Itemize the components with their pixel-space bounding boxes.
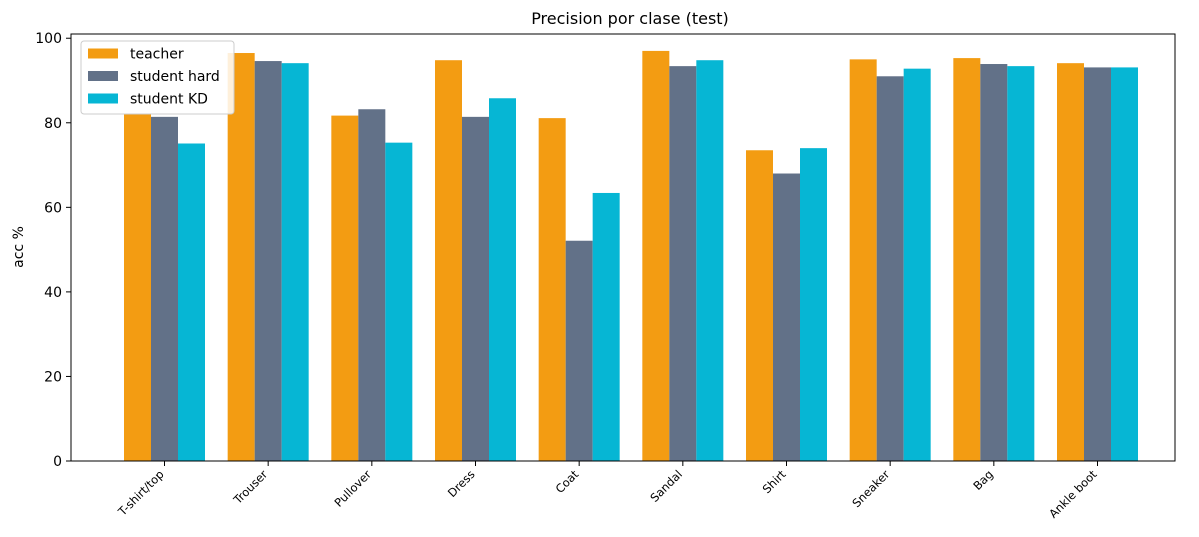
bar-student-hard-dress: [462, 116, 489, 462]
y-tick-label: 80: [44, 116, 62, 132]
x-tick-label: Dress: [445, 467, 478, 500]
legend-swatch: [88, 48, 118, 59]
bar-student-kd-dress: [489, 98, 516, 461]
bar-teacher-t-shirt-top: [124, 114, 151, 461]
bar-teacher-trouser: [227, 53, 255, 462]
bar-teacher-coat: [538, 118, 566, 461]
y-axis-label: acc %: [11, 226, 27, 268]
legend-swatch: [88, 93, 118, 104]
bar-student-hard-t-shirt-top: [151, 116, 178, 462]
bar-student-kd-shirt: [800, 148, 827, 461]
bars-group: [124, 50, 1138, 462]
bar-student-kd-sneaker: [903, 68, 931, 462]
legend-box: [80, 40, 235, 115]
x-tick-label: Sneaker: [849, 467, 892, 510]
bar-student-kd-bag: [1007, 66, 1035, 461]
legend-label: student KD: [130, 92, 208, 108]
x-tick-label: Ankle boot: [1046, 467, 1100, 521]
bar-student-kd-trouser: [281, 63, 309, 462]
bar-student-hard-shirt: [773, 173, 800, 461]
chart-title: Precision por clase (test): [531, 9, 729, 28]
bar-student-hard-sneaker: [876, 76, 904, 461]
bar-student-hard-ankle-boot: [1084, 67, 1111, 462]
y-axis: 0 20 40 60 80 100: [35, 31, 71, 470]
bar-student-kd-pullover: [385, 142, 413, 461]
y-tick-label: 40: [44, 285, 62, 301]
legend-label: teacher: [130, 47, 184, 63]
bar-student-hard-sandal: [669, 66, 697, 461]
y-tick-label: 60: [44, 200, 62, 216]
bar-teacher-sandal: [642, 50, 670, 461]
y-tick-label: 20: [44, 369, 62, 385]
bar-student-kd-coat: [592, 192, 620, 461]
bar-student-kd-t-shirt-top: [178, 143, 205, 461]
legend-label: student hard: [130, 69, 220, 85]
bar-student-hard-bag: [980, 64, 1008, 462]
bar-teacher-shirt: [746, 150, 773, 461]
bar-student-kd-ankle-boot: [1111, 67, 1138, 462]
bar-teacher-bag: [953, 58, 981, 461]
x-tick-label: T-shirt/top: [115, 467, 167, 519]
bar-teacher-pullover: [331, 115, 359, 461]
bar-teacher-dress: [435, 60, 462, 462]
y-tick-label: 0: [53, 454, 62, 470]
bar-student-kd-sandal: [696, 60, 724, 462]
x-tick-label: Bag: [970, 467, 996, 493]
plot-frame: [70, 33, 1176, 462]
legend-swatch: [88, 71, 118, 81]
x-tick-label: Coat: [553, 467, 582, 496]
x-tick-label: Shirt: [760, 467, 789, 496]
x-axis: T-shirt/top Trouser Pullover Dress Coat Sanda…: [115, 461, 1100, 521]
y-tick-label: 100: [35, 31, 62, 47]
legend: teacher student hard student KD: [80, 40, 235, 115]
bar-student-hard-coat: [565, 240, 593, 461]
x-tick-label: Pullover: [331, 467, 374, 510]
x-tick-label: Trouser: [230, 467, 270, 507]
bar-student-hard-pullover: [358, 109, 386, 461]
bar-student-hard-trouser: [254, 61, 282, 462]
x-tick-label: Sandal: [647, 467, 685, 505]
bar-teacher-sneaker: [849, 59, 877, 462]
bar-teacher-ankle-boot: [1057, 63, 1084, 462]
